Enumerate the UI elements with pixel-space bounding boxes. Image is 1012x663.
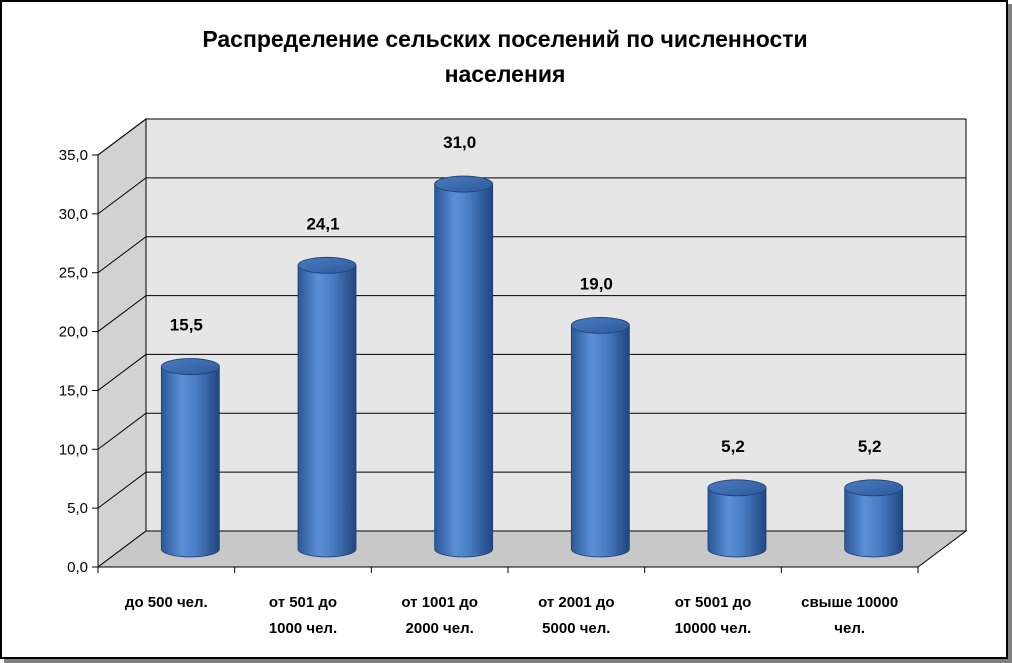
bar-cap (297, 256, 357, 274)
data-label: 19,0 (580, 274, 613, 293)
bar-cap (844, 479, 904, 497)
x-tick-label: от 1001 до 2000 чел. (401, 594, 478, 637)
x-tick-label-line: 2000 чел. (406, 620, 474, 637)
floor (96, 530, 968, 568)
chart-title-line-1: Распределение сельских поселений по числ… (202, 26, 807, 52)
gridline (97, 471, 966, 509)
data-label: 5,2 (721, 437, 745, 456)
y-tick-label: 30,0 (59, 206, 88, 223)
value-labels: 15,5 24,1 31,0 19,0 5,2 5,2 (170, 133, 882, 456)
x-axis: до 500 чел. от 501 до 1000 чел. от 1001 до 2… (97, 566, 919, 637)
bar (570, 316, 630, 558)
back-wall (145, 118, 967, 532)
bars (160, 175, 904, 558)
bar (707, 479, 767, 558)
x-tick-label: до 500 чел. (125, 594, 208, 611)
x-tick-label: от 501 до 1000 чел. (269, 594, 337, 637)
y-axis: 0,0 5,0 10,0 15,0 20,0 25,0 30,0 35,0 (59, 147, 99, 576)
y-tick-label: 10,0 (59, 441, 88, 458)
chart-walls (96, 118, 968, 568)
y-tick-label: 35,0 (59, 147, 88, 164)
bar-body (570, 324, 630, 558)
x-tick-label: от 2001 до 5000 чел. (538, 594, 615, 637)
x-tick-label-line: 10000 чел. (675, 620, 752, 637)
bar (297, 256, 357, 558)
x-tick-label-line: от 501 до (269, 594, 337, 611)
gridline (97, 353, 966, 391)
gridline (97, 118, 966, 156)
bar-body (844, 487, 904, 558)
y-tick-label: 20,0 (59, 324, 88, 341)
x-tick-label-line: 5000 чел. (542, 620, 610, 637)
bar (160, 358, 220, 558)
gridline (97, 295, 966, 332)
chart-title: Распределение сельских поселений по числ… (202, 26, 807, 87)
y-tick-label: 25,0 (59, 265, 88, 282)
x-tick-label-line: 1000 чел. (269, 620, 337, 637)
y-tick-label: 5,0 (67, 500, 88, 517)
bar-cap (434, 175, 494, 193)
x-tick-label-line: от 1001 до (401, 594, 478, 611)
x-tick-label-line: свыше 10000 (801, 594, 898, 611)
bar-cap (570, 316, 630, 334)
bar-body (160, 366, 220, 558)
x-tick-label-line: чел. (834, 620, 865, 637)
data-label: 5,2 (858, 437, 882, 456)
bar (434, 175, 494, 558)
data-label: 15,5 (170, 316, 203, 335)
gridline (97, 177, 966, 215)
x-tick-label-line: от 2001 до (538, 594, 615, 611)
gridline (97, 412, 966, 450)
gridline (97, 236, 966, 274)
bar-cap (707, 479, 767, 497)
bar (844, 479, 904, 558)
chart-title-line-2: населения (445, 61, 566, 87)
data-label: 24,1 (306, 214, 339, 233)
bar-body (297, 264, 357, 558)
bar-body (434, 183, 494, 558)
x-tick-label-line: от 5001 до (675, 594, 752, 611)
side-wall (97, 118, 147, 568)
data-label: 31,0 (443, 133, 476, 152)
x-tick-label: от 5001 до 10000 чел. (675, 594, 752, 637)
y-tick-label: 15,0 (59, 382, 88, 399)
gridlines (97, 118, 966, 509)
x-tick-label: свыше 10000 чел. (801, 594, 898, 637)
y-tick-label: 0,0 (67, 559, 88, 576)
x-tick-label-line: до 500 чел. (125, 594, 208, 611)
bar-body (707, 487, 767, 558)
bar-cap (160, 358, 220, 375)
